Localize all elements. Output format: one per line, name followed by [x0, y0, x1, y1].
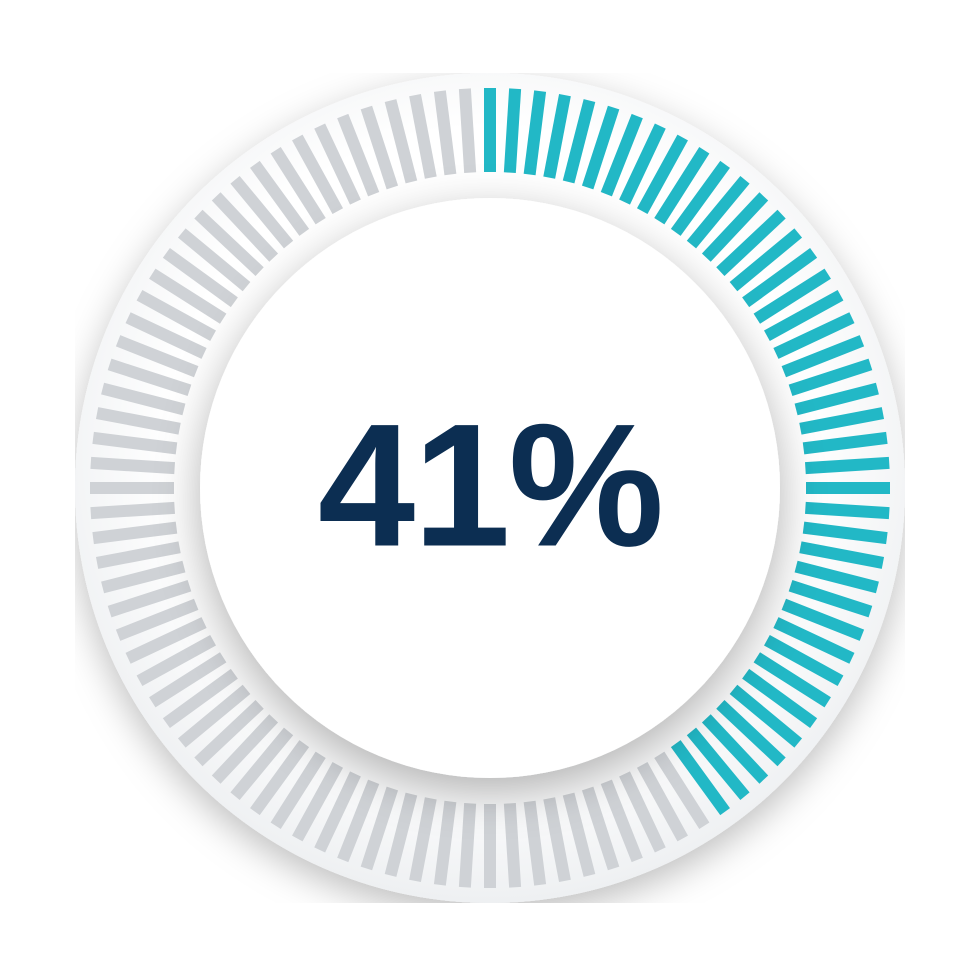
gauge-percent-label: 41%: [318, 385, 662, 586]
radial-percent-gauge: 41%: [75, 73, 905, 908]
gauge-canvas: 41%: [0, 0, 980, 980]
